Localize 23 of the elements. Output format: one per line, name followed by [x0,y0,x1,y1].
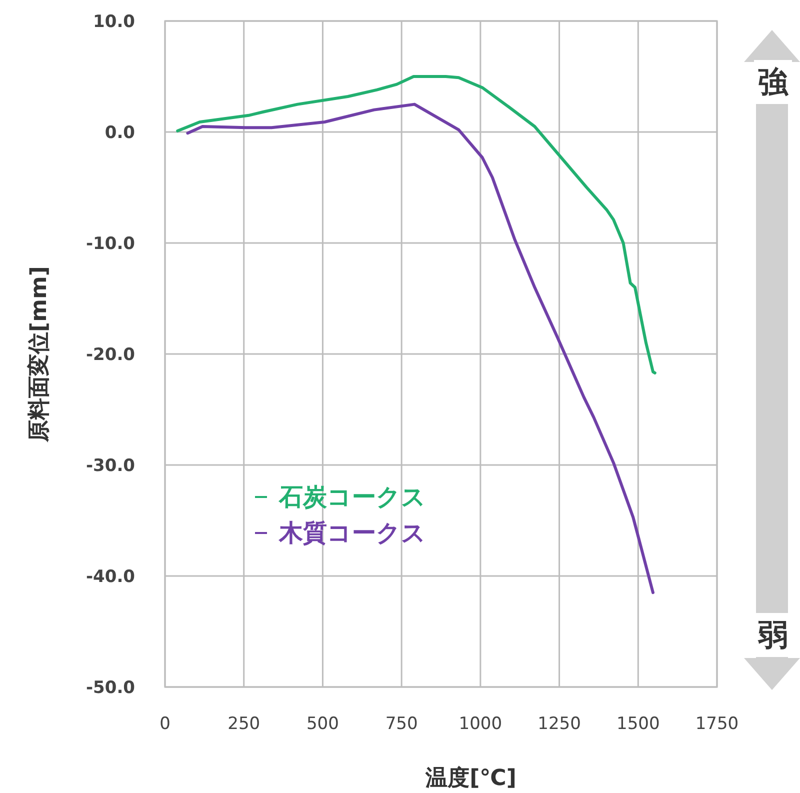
legend-label: 木質コークス [278,519,426,547]
y-tick-label: -40.0 [86,567,136,587]
x-tick-label: 1750 [695,714,739,734]
x-tick-label: 1000 [458,714,502,734]
y-tick-label: -30.0 [86,456,136,476]
text: 弱 [757,618,788,653]
y-tick-label: -20.0 [86,345,136,365]
text: 強 [758,65,789,100]
x-axis-title: 温度[℃] [424,765,516,791]
x-tick-label: 0 [160,714,170,734]
y-tick-label: 0.0 [104,123,136,143]
x-tick-label: 750 [385,714,418,734]
legend-label: 石炭コークス [278,483,426,511]
y-tick-label: -50.0 [86,678,136,698]
line-series [186,102,654,594]
x-tick-label: 250 [228,714,260,734]
x-tick-label: 500 [306,714,339,734]
x-tick-label: 1250 [538,714,581,734]
x-tick-label: 1500 [616,714,660,734]
line-series [176,75,656,374]
y-axis-title: 原料面変位[mm] [26,266,52,443]
y-tick-label: 10.0 [93,12,136,32]
y-tick-label: -10.0 [86,234,136,254]
